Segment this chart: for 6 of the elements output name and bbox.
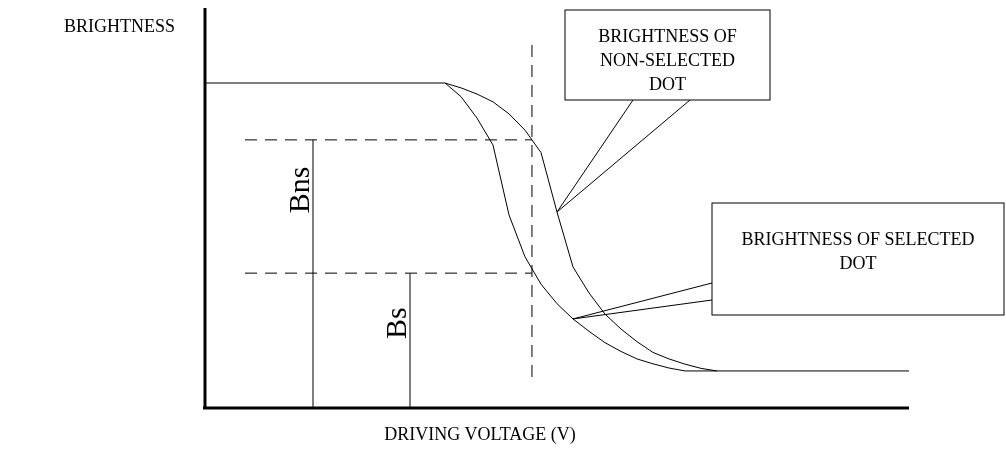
- ref-line-label: Bs: [379, 307, 412, 339]
- annotation: BRIGHTNESS OF NON-SELECTED DOT: [598, 26, 737, 94]
- annotation: BRIGHTNESS OF SELECTED DOT: [741, 229, 975, 273]
- x-axis-title: DRIVING VOLTAGE (V): [384, 424, 576, 445]
- ref-line-label: Bns: [282, 166, 315, 214]
- y-axis-title: BRIGHTNESS: [63, 16, 175, 36]
